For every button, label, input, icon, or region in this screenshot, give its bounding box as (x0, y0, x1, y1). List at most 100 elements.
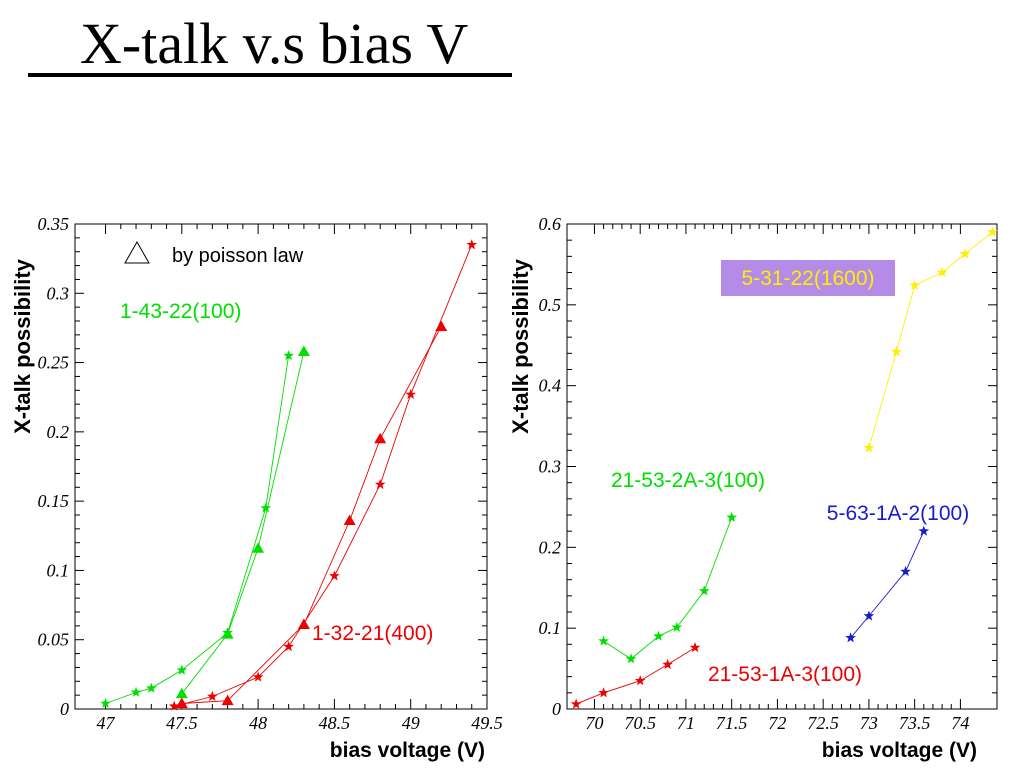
y-tick-label: 0.05 (38, 630, 70, 650)
triangle-point (221, 694, 234, 706)
series-4: 21-53-1A-3(100) (570, 641, 862, 709)
legend-triangle-icon (124, 240, 150, 264)
series-3: 1-32-21(400) (168, 239, 478, 711)
x-tick-label: 72.5 (807, 713, 839, 733)
x-tick-label: 70.5 (624, 713, 656, 733)
series-3: 5-63-1A-2(100) (827, 502, 969, 643)
star-point (987, 226, 998, 237)
triangle-point (175, 697, 188, 708)
series-line (181, 326, 442, 704)
x-tick-label: 73.5 (899, 713, 931, 733)
x-tick-label: 48 (249, 713, 267, 733)
series-label-box (721, 260, 895, 296)
y-tick-label: 0.6 (539, 214, 562, 234)
x-tick-label: 49.5 (471, 713, 503, 733)
triangle-point (221, 628, 234, 639)
series-4 (175, 320, 448, 708)
star-point (598, 635, 609, 646)
star-point (207, 690, 218, 702)
star-point (900, 565, 911, 577)
title-underline (28, 73, 512, 77)
y-axis-label: X-talk possibility (10, 258, 35, 434)
triangle-point (374, 432, 387, 444)
series-line (181, 351, 305, 695)
series-line (603, 517, 733, 660)
star-point (726, 511, 738, 522)
y-tick-label: 0.4 (539, 376, 562, 396)
series-line (850, 531, 925, 639)
triangle-point (175, 687, 188, 699)
plot-frame (566, 223, 998, 710)
star-point (671, 621, 683, 632)
star-point (130, 686, 142, 697)
y-tick-label: 0 (552, 699, 561, 719)
series-line (174, 244, 473, 707)
star-point (689, 641, 701, 653)
series-2 (175, 345, 310, 699)
star-point (845, 632, 856, 643)
plot-frame (74, 223, 488, 710)
x-tick-label: 73 (860, 713, 878, 733)
series-label: 21-53-1A-3(100) (708, 663, 862, 686)
x-tick-label: 70 (585, 713, 603, 733)
star-point (891, 346, 902, 357)
star-point (145, 682, 157, 693)
y-axis-label: X-talk possibility (508, 258, 533, 434)
series-label: 5-63-1A-2(100) (827, 502, 969, 525)
series-label: 1-43-22(100) (120, 300, 241, 323)
y-tick-label: 0.2 (539, 537, 562, 557)
x-tick-label: 71 (677, 713, 695, 733)
y-tick-label: 0 (60, 699, 69, 719)
series-label: 21-53-2A-3(100) (611, 469, 765, 492)
star-point (283, 641, 294, 652)
triangle-point (297, 618, 310, 629)
y-tick-label: 0.15 (38, 491, 70, 511)
series-line (105, 355, 290, 704)
x-axis-label: bias voltage (V) (330, 739, 485, 762)
star-point (863, 442, 875, 453)
x-tick-label: 49 (402, 713, 420, 733)
chart-2: 0 0.1 0.2 0.3 0.4 0.5 0.6 70 70.5 71 71.5 72 72.5 73 7… (508, 214, 998, 762)
triangle-point (343, 514, 356, 526)
chart-1: 0 0.05 0.1 0.15 0.2 0.25 0.3 0.35 47 47.5 48 48.5 49… (10, 214, 503, 762)
x-tick-label: 47 (97, 713, 116, 733)
star-point (936, 266, 948, 278)
series-label: 1-32-21(400) (312, 622, 433, 645)
star-point (466, 239, 478, 250)
star-point (405, 388, 417, 399)
triangle-point (252, 542, 265, 553)
series-label: 5-31-22(1600) (741, 267, 874, 290)
star-point (176, 664, 188, 675)
star-point (863, 610, 875, 621)
y-tick-label: 0.2 (47, 422, 70, 442)
star-point (662, 658, 673, 670)
star-point (653, 630, 664, 641)
x-axis-label: bias voltage (V) (822, 739, 977, 762)
star-point (698, 585, 710, 596)
x-tick-label: 48.5 (319, 713, 351, 733)
y-tick-label: 0.25 (38, 353, 70, 373)
x-tick-label: 71.5 (716, 713, 748, 733)
star-point (570, 698, 582, 709)
star-point (168, 700, 180, 711)
series-1: 5-31-22(1600) (721, 226, 998, 453)
triangle-point (297, 345, 310, 356)
y-tick-label: 0.3 (539, 457, 562, 477)
star-point (283, 350, 294, 361)
star-point (252, 671, 264, 682)
y-tick-label: 0.1 (47, 560, 70, 580)
y-tick-label: 0.5 (539, 295, 562, 315)
y-tick-label: 0.35 (38, 214, 70, 234)
star-point (634, 675, 646, 686)
page-title: X-talk v.s bias V (80, 11, 469, 76)
star-point (260, 502, 272, 513)
series-line (868, 231, 993, 449)
star-point (625, 653, 637, 664)
star-point (909, 279, 920, 290)
y-tick-label: 0.1 (539, 618, 562, 638)
series-2: 21-53-2A-3(100) (598, 469, 765, 664)
x-tick-label: 72 (768, 713, 786, 733)
star-point (598, 687, 609, 698)
series-1: 1-43-22(100) (100, 300, 294, 708)
